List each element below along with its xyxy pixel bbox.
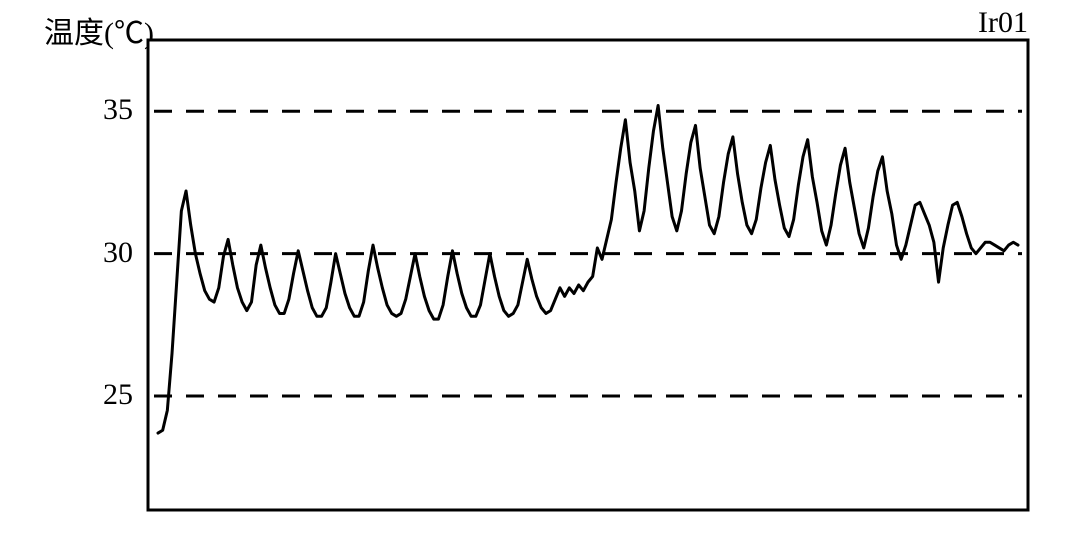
chart-container: 温度(℃) Ir01 253035 — [0, 0, 1072, 558]
y-tick: 35 — [78, 93, 133, 127]
chart-plot — [0, 0, 1072, 558]
y-tick: 30 — [78, 236, 133, 270]
y-tick: 25 — [78, 378, 133, 412]
